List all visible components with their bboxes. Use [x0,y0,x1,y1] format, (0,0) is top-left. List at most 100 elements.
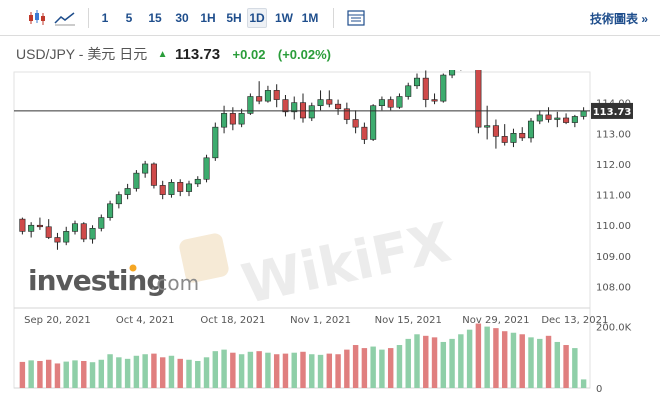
candle-body [71,223,79,232]
candle-body [194,178,201,185]
candle-body [185,183,193,192]
quote-header: USD/JPY - 美元 日元 ▲ 113.73 +0.02 (+0.02%) [16,44,331,64]
candle-body [264,90,271,102]
candle-body [580,110,587,117]
volume-bar [186,359,192,388]
candle-body [440,74,447,102]
volume-bar [63,361,69,388]
toolbar-separator [88,8,89,28]
interval-1h[interactable]: 1H [200,11,216,25]
volume-bar [563,345,569,388]
interval-1w[interactable]: 1W [275,11,293,25]
candlestick-icon[interactable] [26,8,48,28]
last-price: 113.73 [175,45,221,63]
candle-body [63,231,70,243]
candle-body [361,126,368,140]
x-tick-label: Oct 18, 2021 [200,315,265,326]
volume-bar [537,338,543,388]
table-icon[interactable] [345,8,367,28]
wikifx-logo-mark [179,233,229,283]
candle-body [45,226,52,238]
candle-body [335,103,342,110]
candle-body [571,116,578,123]
volume-bar [423,335,429,388]
volume-bar [414,334,420,388]
interval-15[interactable]: 15 [148,11,162,25]
volume-bar [72,360,78,388]
candle-body [484,125,491,128]
candle-body [80,223,87,240]
candle-body [142,163,149,174]
volume-bar [28,360,34,388]
interval-1[interactable]: 1 [101,11,109,25]
candle-body [378,99,385,107]
candle-body [238,113,245,125]
volume-bar [142,354,148,388]
candle-body [431,99,438,102]
candle-body [124,188,131,195]
candle-body [405,85,412,97]
volume-bar [159,357,166,388]
volume-bar [379,349,385,388]
candle-body [396,96,403,108]
toolbar-separator [333,8,334,28]
volume-bar [361,348,368,388]
volume-bar [89,362,96,388]
x-tick-label: Nov 15, 2021 [375,315,442,326]
candle-body [115,194,122,205]
candle-body [291,102,298,113]
technical-chart-link[interactable]: 技術圖表 » [589,12,648,26]
volume-bar [580,379,587,388]
volume-bar [238,354,245,388]
interval-30[interactable]: 30 [175,11,189,25]
x-tick-label: Nov 29, 2021 [462,315,529,326]
volume-tick-label: 200.0K [596,323,632,334]
x-tick-label: Nov 1, 2021 [290,315,351,326]
volume-bar [45,359,52,388]
volume-bar [449,338,455,388]
price-change-percent: (+0.02%) [277,46,332,62]
volume-tick-label: 0 [596,384,602,395]
candle-body [256,96,263,102]
volume-bar [344,349,350,388]
volume-bar [300,351,306,388]
volume-bar [19,361,26,388]
volume-bar [501,331,508,388]
price-chart[interactable]: WikiFX investing.com 108.00 109.00 110.00 111… [0,70,660,409]
volume-bar [212,351,219,388]
candle-body [519,132,526,139]
candle-body [510,132,517,143]
interval-5[interactable]: 5 [125,11,133,25]
investing-watermark-suffix: .com [150,271,199,295]
volume-bar [475,323,482,388]
y-tick-label: 111.00 [596,191,631,202]
interval-1m[interactable]: 1M [301,11,319,25]
candle-body [413,77,421,87]
candle-body [308,105,315,119]
volume-bar [124,358,131,388]
x-tick-label: Oct 4, 2021 [116,315,175,326]
candle-body [282,99,289,113]
line-chart-icon[interactable] [54,8,76,28]
volume-bar [107,354,113,388]
candle-body [422,77,429,100]
volume-bar [466,329,473,388]
volume-bar [37,360,43,388]
volume-bar [493,328,499,388]
candle-body [150,163,157,186]
wikifx-watermark: WikiFX [236,211,456,316]
candle-body [133,172,140,189]
volume-bar [484,326,490,388]
volume-bar [554,341,561,388]
candle-body [343,108,350,120]
candle-body [19,218,26,232]
current-price-tag [591,102,633,119]
candle-body [212,126,219,159]
candle-body [98,217,105,229]
x-tick-label: Dec 13, 2021 [541,315,608,326]
interval-5h[interactable]: 5H [226,11,242,25]
candle-body [554,117,561,120]
candle-body [247,96,254,114]
volume-bar [282,353,289,388]
interval-1d[interactable]: 1D [247,8,267,28]
